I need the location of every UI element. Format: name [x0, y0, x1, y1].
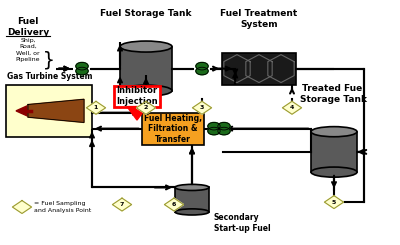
Polygon shape — [112, 198, 132, 211]
Text: Gas Turbine System: Gas Turbine System — [7, 72, 93, 81]
Polygon shape — [324, 196, 344, 208]
Bar — [311, 132, 357, 172]
Circle shape — [208, 127, 220, 135]
Text: Ship,
Road,
Well, or
Pipeline: Ship, Road, Well, or Pipeline — [16, 38, 40, 61]
Text: = Fuel Sampling
and Analysis Point: = Fuel Sampling and Analysis Point — [34, 201, 91, 213]
Bar — [142, 113, 204, 145]
Circle shape — [208, 122, 220, 130]
Ellipse shape — [120, 85, 172, 96]
Ellipse shape — [120, 41, 172, 52]
Polygon shape — [127, 107, 147, 120]
Polygon shape — [16, 105, 30, 117]
Text: Fuel Treatment
System: Fuel Treatment System — [220, 9, 298, 29]
Circle shape — [76, 67, 88, 75]
Text: 2: 2 — [144, 105, 148, 110]
Ellipse shape — [175, 209, 209, 215]
Circle shape — [218, 122, 230, 130]
Polygon shape — [192, 101, 212, 114]
Text: 4: 4 — [290, 105, 294, 110]
Text: Inhibitor
Injection: Inhibitor Injection — [116, 86, 158, 106]
Polygon shape — [164, 198, 184, 211]
Bar — [114, 86, 160, 107]
Polygon shape — [28, 99, 84, 122]
Text: 7: 7 — [120, 202, 124, 207]
Ellipse shape — [311, 127, 357, 137]
Polygon shape — [86, 101, 106, 114]
Text: }: } — [43, 50, 55, 70]
Polygon shape — [282, 101, 302, 114]
Circle shape — [76, 62, 88, 70]
Circle shape — [196, 62, 208, 70]
Circle shape — [196, 67, 208, 75]
Bar — [120, 47, 172, 91]
Text: Secondary
Start-up Fuel: Secondary Start-up Fuel — [214, 213, 271, 233]
Text: Fuel Heating,
Filtration &
Transfer: Fuel Heating, Filtration & Transfer — [144, 114, 202, 144]
Circle shape — [218, 127, 230, 135]
Text: 5: 5 — [332, 200, 336, 205]
Polygon shape — [12, 201, 32, 213]
Text: Treated Fuel
Storage Tank: Treated Fuel Storage Tank — [300, 84, 368, 104]
Text: 1: 1 — [94, 105, 98, 110]
Ellipse shape — [175, 184, 209, 191]
Bar — [222, 53, 296, 85]
Bar — [6, 85, 92, 137]
Polygon shape — [136, 101, 156, 114]
Ellipse shape — [311, 167, 357, 177]
Text: 3: 3 — [200, 105, 204, 110]
Text: 6: 6 — [172, 202, 176, 207]
Text: Fuel
Delivery: Fuel Delivery — [7, 17, 49, 37]
Bar — [175, 187, 209, 212]
Text: Fuel Storage Tank: Fuel Storage Tank — [100, 9, 192, 18]
